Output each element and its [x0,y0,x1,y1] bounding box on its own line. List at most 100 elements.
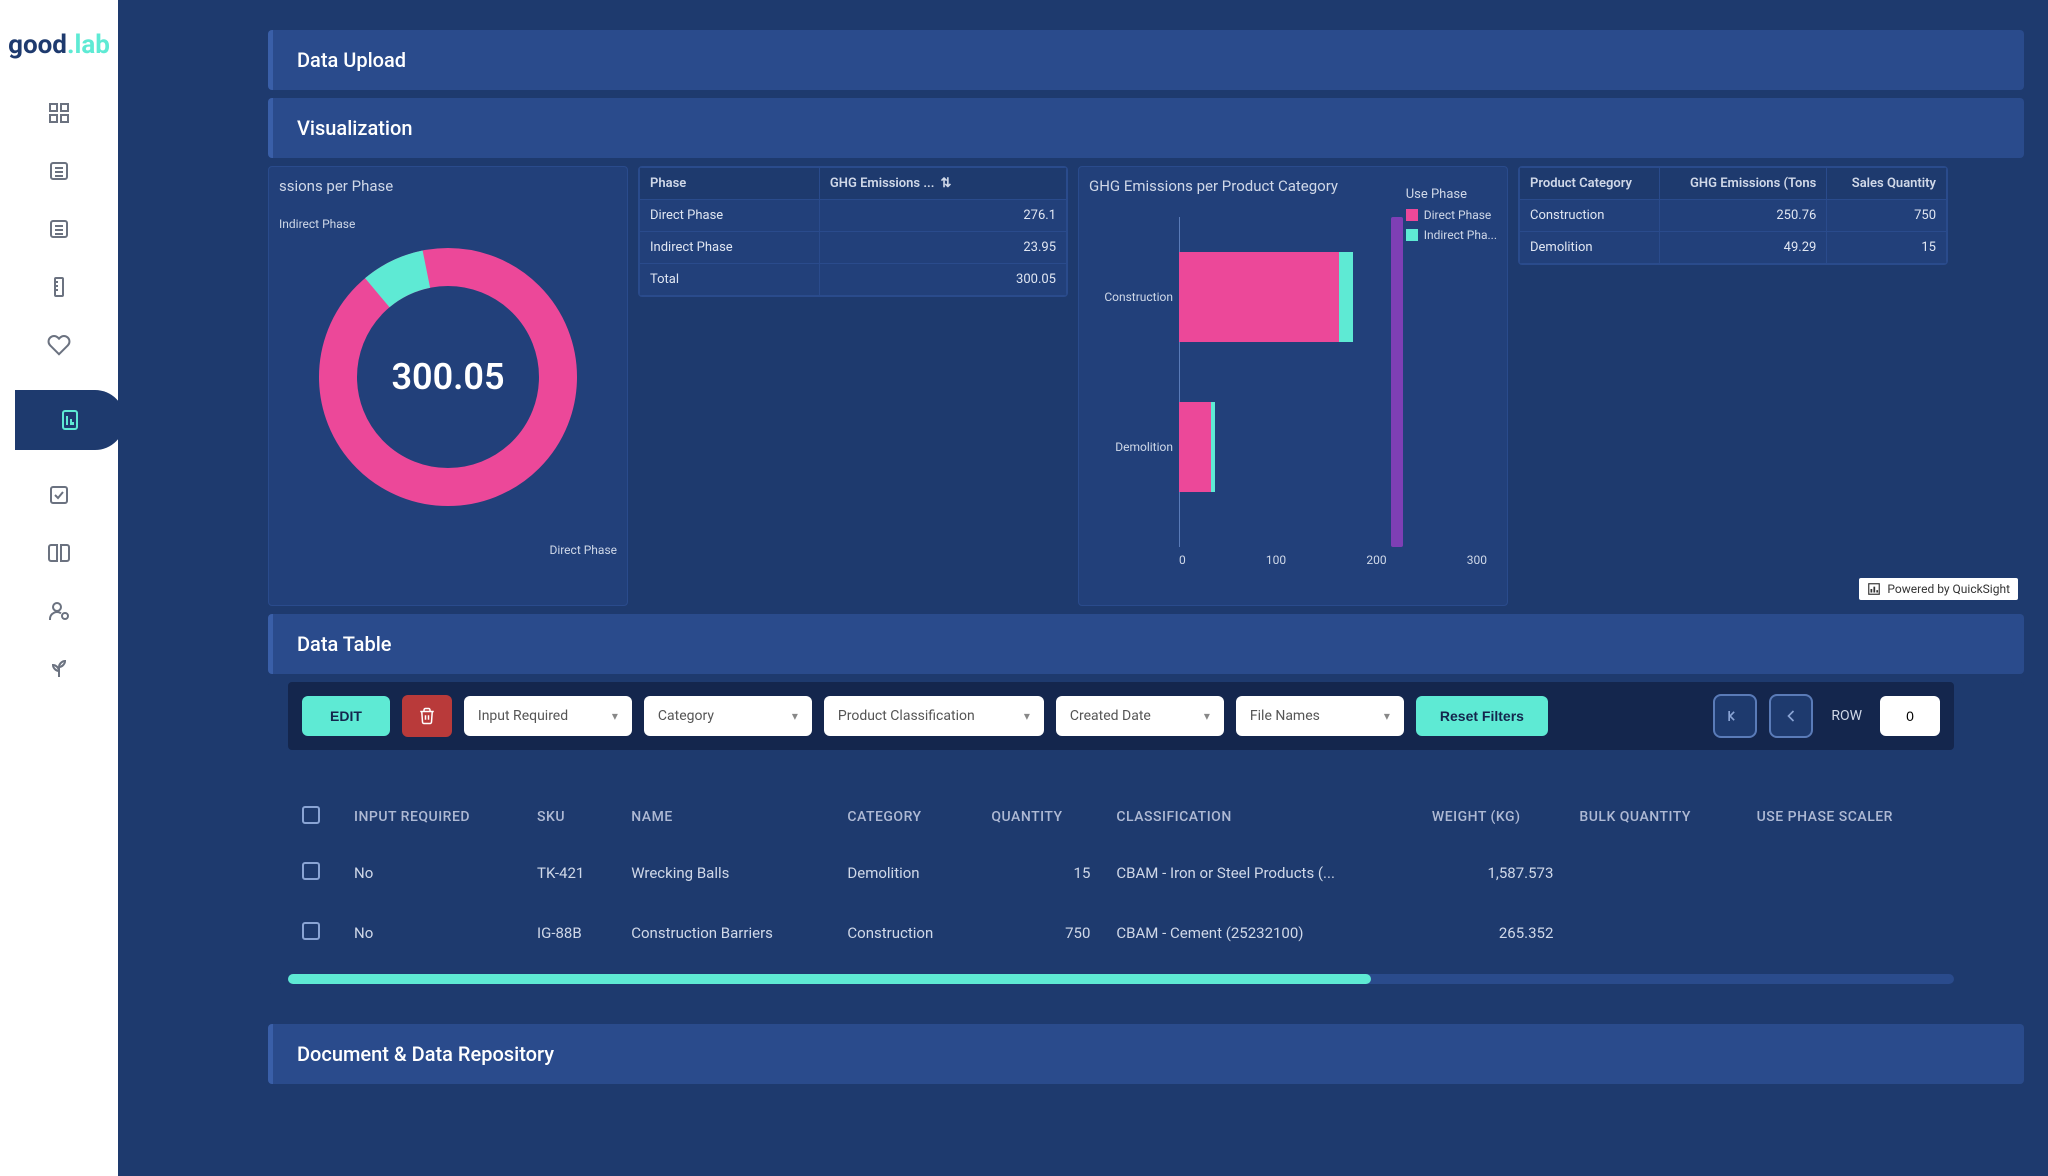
chevron-down-icon: ▾ [612,709,618,723]
edit-button[interactable]: EDIT [302,696,390,736]
cell: 276.1 [819,200,1066,232]
filter-classification[interactable]: Product Classification▾ [824,696,1044,736]
category-table: Product Category GHG Emissions (Tons Sal… [1519,167,1947,264]
cell: Construction Barriers [619,904,833,962]
bar-demolition [1179,402,1215,492]
col-classification[interactable]: CLASSIFICATION [1104,792,1417,842]
bar-seg-direct [1179,402,1211,492]
cell: TK-421 [525,844,617,902]
cell: No [342,844,523,902]
data-table-card: EDIT Input Required ▾ Category▾ Product C… [268,682,2024,984]
book-icon[interactable] [46,540,72,566]
section-data-upload[interactable]: Data Upload [268,30,2024,90]
cell: CBAM - Cement (25232100) [1104,904,1417,962]
logo: good.lab [8,30,110,60]
col-sales-qty[interactable]: Sales Quantity [1827,168,1947,200]
table-row[interactable]: No TK-421 Wrecking Balls Demolition 15 C… [290,844,1952,902]
col-weight[interactable]: WEIGHT (KG) [1420,792,1566,842]
row-input[interactable] [1880,696,1940,736]
col-name[interactable]: NAME [619,792,833,842]
cell: Indirect Phase [640,232,820,264]
nav-icons [0,100,118,682]
pager-first-button[interactable] [1713,694,1757,738]
x-axis-ticks: 0 100 200 300 [1179,553,1487,567]
plant-icon[interactable] [46,656,72,682]
list-icon[interactable] [46,158,72,184]
col-category[interactable]: Product Category [1520,168,1660,200]
select-label: Product Classification [838,708,975,724]
col-category[interactable]: CATEGORY [835,792,977,842]
visualization-grid: ssions per Phase 300.05 Indirect Phase D… [268,166,2024,606]
barchart-plot: Construction Demolition 0 100 [1089,207,1497,577]
cell: 300.05 [819,264,1066,296]
col-quantity[interactable]: QUANTITY [979,792,1102,842]
cell: 15 [1827,232,1947,264]
section-data-table[interactable]: Data Table [268,614,2024,674]
section-visualization[interactable]: Visualization [268,98,2024,158]
bar-construction [1179,252,1353,342]
col-bulk[interactable]: BULK QUANTITY [1567,792,1742,842]
col-sku[interactable]: SKU [525,792,617,842]
sort-icon: ⇅ [940,176,951,191]
heart-icon[interactable] [46,332,72,358]
filter-file-names[interactable]: File Names ▾ [1236,696,1404,736]
select-label: Created Date [1070,708,1151,724]
horizontal-scrollbar[interactable] [288,974,1954,984]
filter-created-date[interactable]: Created Date▾ [1056,696,1224,736]
reset-filters-button[interactable]: Reset Filters [1416,696,1548,736]
donut-card: ssions per Phase 300.05 Indirect Phase D… [268,166,628,606]
check-icon[interactable] [46,482,72,508]
bar-seg-indirect [1339,252,1353,342]
section-title: Visualization [297,116,412,140]
filter-category[interactable]: Category▾ [644,696,812,736]
cell [1567,904,1742,962]
select-label: File Names [1250,708,1320,724]
ruler-icon[interactable] [46,274,72,300]
logo-part1: good [8,30,67,60]
bar-seg-direct [1179,252,1339,342]
filter-input-required[interactable]: Input Required ▾ [464,696,632,736]
table-toolbar: EDIT Input Required ▾ Category▾ Product C… [288,682,1954,750]
select-all-checkbox[interactable] [302,806,320,824]
chevron-down-icon: ▾ [1384,709,1390,723]
cell: 750 [979,904,1102,962]
powered-by-text: Powered by QuickSight [1887,582,2010,596]
cell [1745,904,1952,962]
row-checkbox[interactable] [302,922,320,940]
section-title: Data Upload [297,48,406,72]
xtick: 100 [1266,553,1286,567]
grid-icon[interactable] [46,100,72,126]
donut-chart: 300.05 Indirect Phase Direct Phase [279,207,617,547]
pager-prev-button[interactable] [1769,694,1813,738]
col-ghg-tons[interactable]: GHG Emissions (Tons [1659,168,1826,200]
user-gear-icon[interactable] [46,598,72,624]
bar-category-label: Construction [1097,290,1173,304]
cell: Wrecking Balls [619,844,833,902]
nav-active-pill [15,390,125,450]
section-repository[interactable]: Document & Data Repository [268,1024,2024,1084]
trash-icon [418,707,436,725]
cell [1745,844,1952,902]
phase-table: Phase GHG Emissions ...⇅ Direct Phase276… [639,167,1067,296]
donut-label-indirect: Indirect Phase [279,217,355,231]
scrollbar-thumb[interactable] [288,974,1371,984]
report-icon[interactable] [57,407,83,433]
delete-button[interactable] [402,695,452,737]
col-ghg[interactable]: GHG Emissions ...⇅ [819,168,1066,200]
col-phase[interactable]: Phase [640,168,820,200]
chevron-down-icon: ▾ [792,709,798,723]
select-label: Input Required [478,708,568,724]
table-row[interactable]: No IG-88B Construction Barriers Construc… [290,904,1952,962]
col-scaler[interactable]: USE PHASE SCALER [1745,792,1952,842]
chart-icon [1867,582,1881,596]
col-input-required[interactable]: INPUT REQUIRED [342,792,523,842]
row-checkbox[interactable] [302,862,320,880]
xtick: 0 [1179,553,1186,567]
cell: 23.95 [819,232,1066,264]
donut-title: ssions per Phase [279,177,617,195]
cell: Direct Phase [640,200,820,232]
xtick: 200 [1366,553,1386,567]
xtick: 300 [1467,553,1487,567]
list2-icon[interactable] [46,216,72,242]
cell: Total [640,264,820,296]
